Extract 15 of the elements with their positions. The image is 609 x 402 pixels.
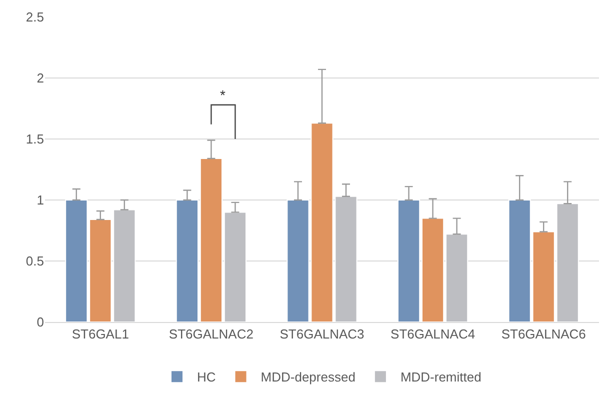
legend-label: HC — [197, 370, 216, 385]
y-tick-label: 0 — [36, 314, 44, 330]
y-tick-label: 1.5 — [26, 132, 44, 147]
y-tick-label: 2.5 — [26, 10, 44, 25]
x-tick-label: ST6GALNAC4 — [390, 326, 476, 342]
annotation: * — [220, 87, 226, 103]
x-tick-label: ST6GALNAC3 — [280, 326, 364, 342]
legend-label: MDD-depressed — [260, 370, 356, 385]
x-tick-label: ST6GALNAC2 — [168, 326, 254, 342]
x-tick-label: ST6GAL1 — [72, 326, 129, 342]
x-tick-label: ST6GALNAC6 — [501, 326, 586, 342]
y-tick-label: 1 — [36, 192, 44, 208]
y-tick-label: 2 — [36, 70, 44, 86]
y-tick-label: 0.5 — [26, 254, 44, 269]
legend-label: MDD-remitted — [400, 370, 482, 385]
